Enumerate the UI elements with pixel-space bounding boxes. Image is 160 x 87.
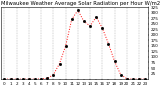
Text: Milwaukee Weather Average Solar Radiation per Hour W/m2 (Last 24 Hours): Milwaukee Weather Average Solar Radiatio… xyxy=(1,1,160,6)
